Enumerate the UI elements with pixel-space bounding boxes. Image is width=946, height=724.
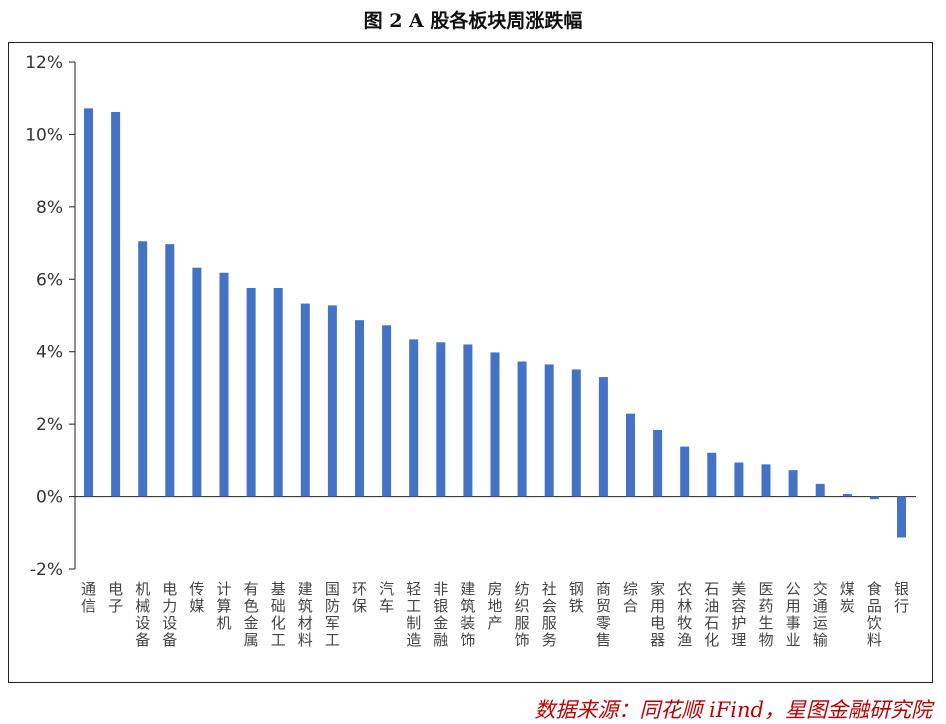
x-category-label: 社会服务 [542,580,557,649]
bar-1 [111,111,121,497]
source-note: 数据来源：同花顺 iFind，星图金融研究院 [534,698,932,722]
x-category-label: 国防军工 [325,580,340,649]
bar-4 [192,267,202,497]
chart-frame [8,42,933,683]
bar-28 [842,494,852,497]
bar-22 [680,446,690,497]
bar-19 [598,377,608,497]
bar-30 [897,496,906,538]
x-category-label: 纺织服饰 [515,580,530,649]
x-category-label: 综合 [623,580,638,615]
bar-14 [463,344,473,497]
y-tick-label: 4% [36,343,63,363]
bar-2 [138,241,148,497]
y-axis: -2% 0% 2% 4% 6% 8% 10% 12% [25,53,916,580]
bar-10 [355,320,364,497]
x-category-label: 传媒 [189,580,204,615]
x-category-label: 食品饮料 [867,580,882,649]
bar-25 [761,464,771,497]
bar-29 [869,496,879,500]
x-category-label: 汽车 [379,580,394,615]
bar-27 [815,483,825,497]
bar-18 [571,369,581,497]
x-category-label: 环保 [352,580,367,615]
bar-11 [382,325,392,497]
x-category-label: 银行 [894,580,909,615]
bar-12 [409,339,419,497]
x-category-label: 钢铁 [569,580,584,615]
bar-24 [734,462,744,497]
x-category-label: 机械设备 [135,580,150,649]
x-category-label: 非银金融 [433,580,448,649]
y-tick-label: 10% [25,125,63,145]
x-category-label: 医药生物 [758,580,773,649]
x-category-label: 房地产 [487,580,502,632]
y-tick-label: 12% [25,53,63,73]
x-category-label: 农林牧渔 [677,580,692,649]
y-tick-label: 0% [36,488,63,508]
x-axis-labels: 通信电子机械设备电力设备传媒计算机有色金属基础化工建筑材料国防军工环保汽车轻工制… [81,580,909,649]
bar-8 [300,303,310,497]
x-category-label: 商贸零售 [596,580,611,649]
bar-13 [436,342,446,497]
x-category-label: 公用事业 [786,580,801,649]
bar-16 [517,361,527,497]
x-category-label: 电力设备 [162,580,177,649]
x-category-label: 基础化工 [271,580,286,649]
x-category-label: 美容护理 [731,580,746,649]
bar-21 [653,429,663,497]
bar-5 [219,272,229,497]
x-category-label: 建筑材料 [298,580,313,649]
x-category-label: 家用电器 [650,580,665,649]
y-tick-label: -2% [30,560,63,580]
bar-23 [707,452,717,497]
bar-7 [273,287,283,497]
x-category-label: 通信 [81,580,96,615]
x-category-label: 交通运输 [813,580,828,649]
bar-26 [788,470,798,497]
y-tick-label: 6% [36,270,63,290]
bar-0 [84,108,93,497]
bar-6 [246,287,256,497]
x-category-label: 轻工制造 [406,580,421,649]
bar-20 [626,413,635,497]
y-tick-label: 8% [36,198,63,218]
x-category-label: 煤炭 [840,580,855,615]
bar-17 [544,364,554,497]
chart-title: 图 2 A 股各板块周涨跌幅 [363,10,583,32]
bars [84,108,906,538]
bar-3 [165,244,175,497]
bar-9 [327,305,337,497]
x-category-label: 计算机 [216,580,231,632]
x-category-label: 建筑装饰 [460,580,475,649]
x-category-label: 有色金属 [244,580,259,649]
x-category-label: 石油石化 [704,580,719,649]
x-category-label: 电子 [108,580,123,615]
y-tick-label: 2% [36,415,63,435]
bar-15 [490,352,500,497]
